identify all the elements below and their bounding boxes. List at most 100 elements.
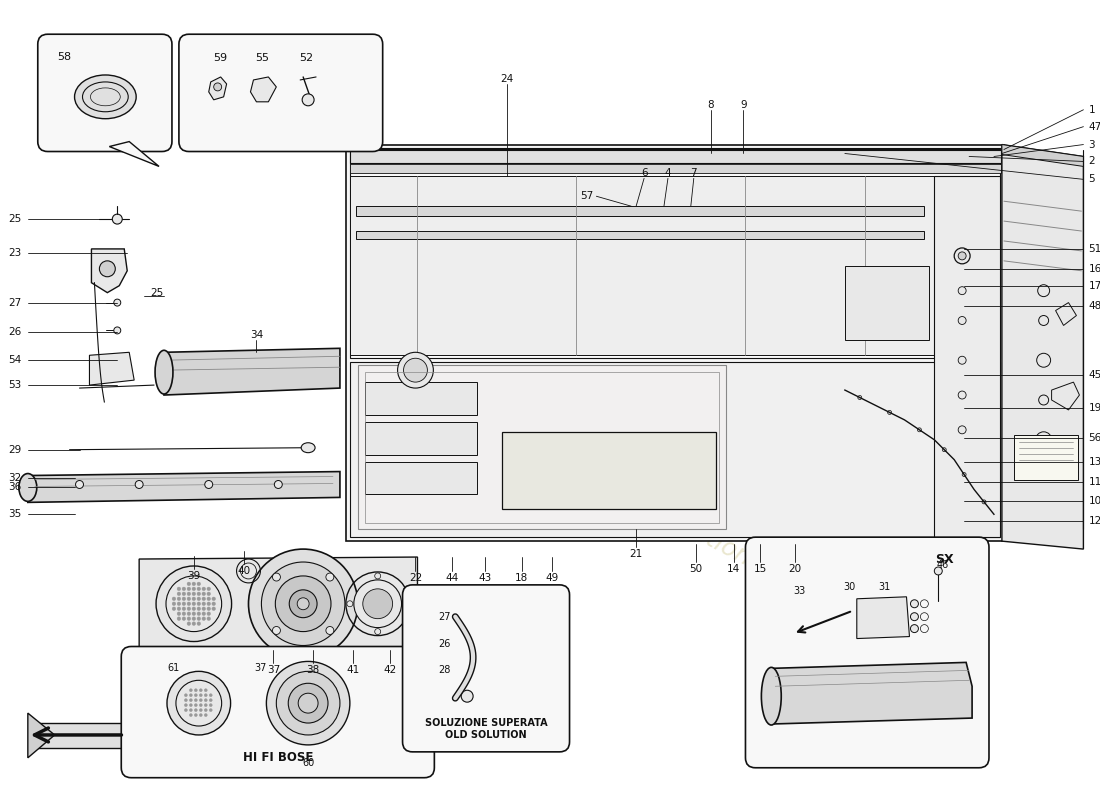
Text: 5: 5 — [1088, 174, 1094, 184]
Text: 39: 39 — [187, 571, 200, 581]
Circle shape — [202, 592, 206, 596]
Circle shape — [202, 602, 206, 606]
Circle shape — [1036, 432, 1052, 448]
Circle shape — [197, 597, 200, 601]
Text: 47: 47 — [1088, 122, 1100, 132]
Circle shape — [202, 612, 206, 615]
Text: 26: 26 — [438, 638, 451, 649]
Text: 55: 55 — [255, 53, 270, 63]
Text: 22: 22 — [409, 573, 422, 583]
Polygon shape — [771, 662, 972, 724]
Polygon shape — [365, 382, 477, 415]
Circle shape — [202, 607, 206, 610]
Polygon shape — [350, 149, 1000, 358]
Circle shape — [192, 592, 196, 596]
Circle shape — [197, 582, 200, 586]
Polygon shape — [857, 597, 910, 638]
Circle shape — [212, 607, 216, 610]
Text: 43: 43 — [478, 573, 492, 583]
Circle shape — [958, 252, 966, 260]
Polygon shape — [365, 422, 477, 454]
Circle shape — [183, 612, 186, 615]
Circle shape — [183, 597, 186, 601]
Circle shape — [397, 352, 433, 388]
Text: 37: 37 — [266, 666, 280, 675]
Text: 23: 23 — [9, 248, 22, 258]
Text: a passion for innovation: a passion for innovation — [477, 190, 755, 352]
Circle shape — [1037, 285, 1049, 297]
Text: 36: 36 — [9, 482, 22, 493]
Circle shape — [185, 704, 187, 706]
Circle shape — [911, 600, 918, 608]
Circle shape — [199, 709, 202, 712]
Circle shape — [205, 689, 207, 692]
Circle shape — [958, 286, 966, 294]
Circle shape — [276, 671, 340, 735]
Circle shape — [185, 709, 187, 712]
Polygon shape — [350, 176, 934, 355]
Circle shape — [173, 602, 176, 606]
Circle shape — [213, 83, 222, 91]
Text: 4: 4 — [664, 168, 671, 178]
Polygon shape — [89, 352, 134, 385]
Circle shape — [288, 683, 328, 723]
Circle shape — [207, 592, 210, 596]
Circle shape — [205, 694, 207, 697]
Circle shape — [888, 410, 892, 414]
Circle shape — [173, 597, 176, 601]
Circle shape — [911, 625, 918, 633]
Circle shape — [209, 704, 212, 706]
Polygon shape — [109, 142, 160, 166]
Text: 46: 46 — [936, 560, 948, 570]
Circle shape — [289, 590, 317, 618]
Text: 57: 57 — [580, 191, 593, 202]
Ellipse shape — [19, 474, 36, 502]
Circle shape — [192, 612, 196, 615]
Circle shape — [207, 587, 210, 590]
Text: OLD SOLUTION: OLD SOLUTION — [446, 730, 527, 740]
Circle shape — [183, 602, 186, 606]
Polygon shape — [209, 77, 227, 100]
Circle shape — [346, 601, 353, 606]
Circle shape — [197, 602, 200, 606]
Circle shape — [917, 428, 922, 432]
Text: SX: SX — [935, 553, 954, 566]
Text: 54: 54 — [9, 355, 22, 366]
Text: 35: 35 — [9, 510, 22, 519]
Text: 2: 2 — [1088, 157, 1094, 166]
Circle shape — [1038, 315, 1048, 326]
Circle shape — [197, 617, 200, 621]
Circle shape — [189, 694, 192, 697]
Ellipse shape — [301, 442, 315, 453]
Circle shape — [207, 612, 210, 615]
Polygon shape — [1056, 302, 1077, 326]
Text: 32: 32 — [9, 473, 22, 482]
Circle shape — [173, 607, 176, 610]
Circle shape — [934, 567, 943, 575]
Text: 1: 1 — [1088, 105, 1094, 114]
Circle shape — [177, 612, 180, 615]
Text: 27: 27 — [9, 298, 22, 307]
Text: 20: 20 — [789, 564, 802, 574]
Circle shape — [266, 662, 350, 745]
Circle shape — [943, 448, 946, 452]
Text: HI FI BOSE: HI FI BOSE — [243, 751, 314, 764]
Circle shape — [197, 607, 200, 610]
Circle shape — [207, 602, 210, 606]
Text: 58: 58 — [57, 52, 72, 62]
Text: 42: 42 — [383, 666, 396, 675]
Circle shape — [958, 426, 966, 434]
Ellipse shape — [75, 75, 136, 118]
Polygon shape — [845, 266, 930, 340]
Circle shape — [177, 592, 180, 596]
Text: 50: 50 — [690, 564, 702, 574]
Text: 61: 61 — [168, 663, 180, 674]
Circle shape — [187, 607, 190, 610]
Circle shape — [177, 617, 180, 621]
Text: 48: 48 — [1088, 301, 1100, 310]
Circle shape — [958, 317, 966, 325]
Circle shape — [461, 690, 473, 702]
Circle shape — [199, 704, 202, 706]
Text: 31: 31 — [879, 582, 891, 592]
Circle shape — [183, 592, 186, 596]
